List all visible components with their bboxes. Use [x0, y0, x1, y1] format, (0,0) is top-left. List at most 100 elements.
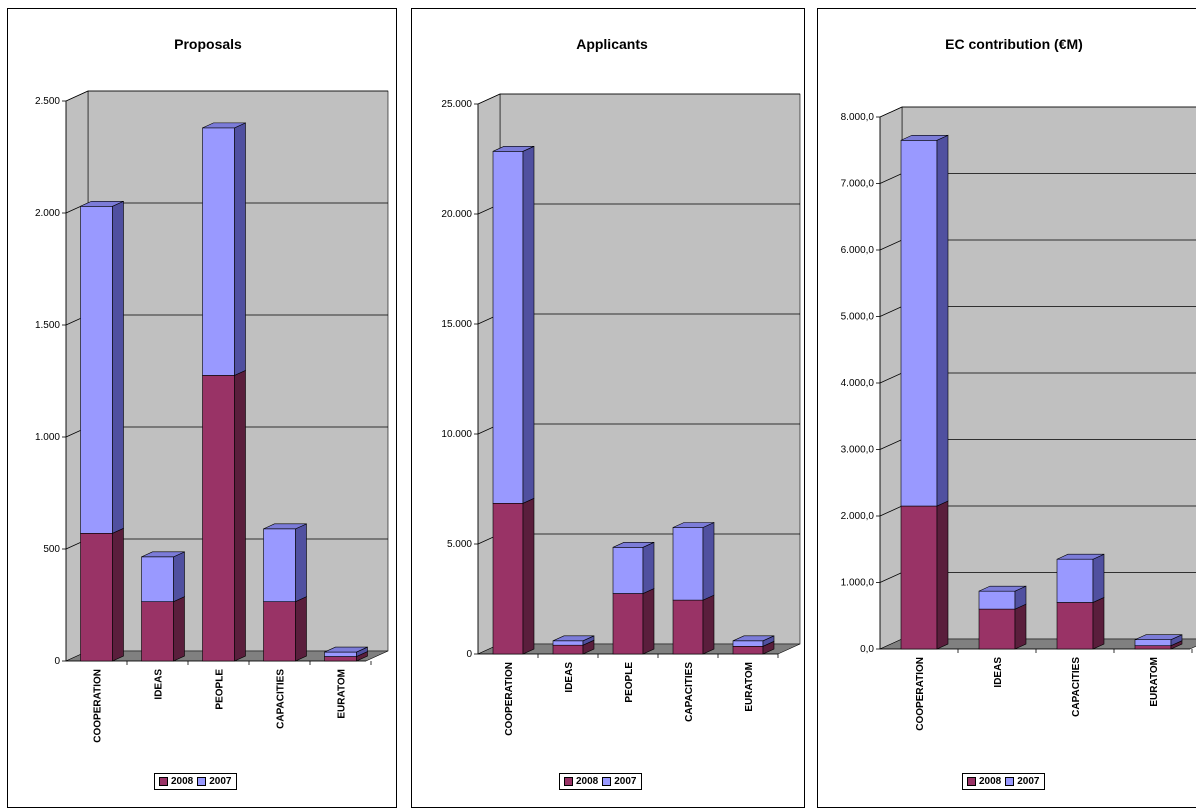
y-tick-label: 2.000,0	[841, 511, 875, 522]
bar-top	[141, 551, 185, 558]
bar-2007-side	[173, 551, 185, 603]
y-tick-label: 2.000	[35, 208, 60, 219]
chart-ec-contribution: EC contribution (€M) 0,0 1.000,0 2.000,0 3.0…	[841, 36, 1196, 731]
bar-top	[732, 635, 775, 642]
bar-2008-people	[202, 375, 235, 662]
y-tick-label: 5.000	[447, 539, 472, 550]
y-tick-label: 1.000,0	[841, 578, 875, 589]
bar-2008-capacities	[1056, 602, 1094, 650]
bar-top	[263, 523, 307, 530]
bar-2008-euratom	[1134, 645, 1172, 650]
bar-2008-side	[234, 369, 246, 662]
x-tick-label: CAPACITIES	[1071, 657, 1082, 717]
bar-2008-ideas	[552, 644, 584, 655]
gridline	[879, 106, 1196, 118]
bar-2007-euratom	[1134, 639, 1172, 646]
y-tick-label: 0	[466, 649, 472, 660]
bar-2007-cooperation	[80, 205, 113, 534]
bar-2007-cooperation	[492, 151, 524, 504]
legend: 2008 2007	[962, 773, 1045, 790]
bar-2008-side	[1014, 603, 1027, 650]
legend-swatch-2008	[967, 777, 976, 786]
bar-top	[612, 541, 655, 548]
chart-proposals: Proposals 0 500 1.000 1.500 2.000 2.500 COOPERA…	[35, 36, 389, 743]
bar-2008-people	[612, 593, 644, 655]
bar-top	[900, 134, 949, 141]
legend-label-2008: 2008	[576, 776, 599, 787]
bar-2007-side	[234, 122, 246, 376]
bar-top	[1134, 634, 1183, 640]
y-tick-label: 15.000	[441, 319, 472, 330]
bar-top	[202, 122, 246, 129]
legend-label-2007: 2007	[1017, 776, 1040, 787]
bar-2007-ideas	[552, 640, 584, 646]
y-tick-label: 25.000	[441, 99, 472, 110]
x-tick-label: PEOPLE	[624, 662, 635, 703]
bar-2008-side	[173, 596, 185, 662]
bar-top	[492, 146, 535, 152]
bar-2008-capacities	[263, 601, 296, 662]
bar-top	[324, 646, 368, 653]
bar-top	[552, 635, 595, 642]
bar-top	[672, 522, 715, 528]
legend-label-2008: 2008	[979, 776, 1002, 787]
chart-panel-ec-contribution: EC contribution (€M) 0,0 1.000,0 2.000,0 3.0…	[817, 8, 1196, 808]
bar-top	[80, 200, 124, 207]
bar-2007-euratom	[732, 640, 764, 647]
bar-2008-side	[642, 588, 655, 655]
bar-2008-ideas	[978, 608, 1016, 650]
x-tick-label: EURATOM	[1149, 657, 1160, 707]
x-tick-label: COOPERATION	[504, 662, 515, 736]
bar-2007-capacities	[1056, 558, 1094, 603]
bar-2008-euratom	[732, 645, 764, 655]
y-tick-label: 0	[54, 656, 60, 667]
legend-swatch-2008	[564, 777, 573, 786]
bar-2007-side	[295, 523, 307, 603]
bar-2007-ideas	[141, 556, 174, 602]
gridline	[65, 90, 388, 102]
bar-2008-side	[295, 596, 307, 662]
y-tick-label: 8.000,0	[841, 112, 875, 123]
x-tick-label: IDEAS	[154, 669, 165, 700]
y-tick-label: 1.000	[35, 432, 60, 443]
bar-2008-capacities	[672, 599, 704, 655]
x-tick-label: IDEAS	[993, 657, 1004, 688]
legend: 2008 2007	[154, 773, 237, 790]
bar-top	[1056, 553, 1105, 560]
bar-2008-cooperation	[80, 533, 113, 662]
y-tick-label: 10.000	[441, 429, 472, 440]
x-tick-label: EURATOM	[337, 669, 348, 719]
legend-label-2007: 2007	[614, 776, 637, 787]
bar-2008-side	[112, 527, 124, 662]
y-tick-label: 500	[43, 544, 60, 555]
y-tick-label: 4.000,0	[841, 378, 875, 389]
legend-label-2008: 2008	[171, 776, 194, 787]
chart-title: Proposals	[174, 36, 242, 52]
bar-2007-euratom	[324, 651, 357, 657]
bar-2008-cooperation	[492, 502, 524, 655]
bar-2007-side	[1092, 553, 1105, 603]
y-tick-label: 2.500	[35, 96, 60, 107]
x-tick-label: PEOPLE	[215, 669, 226, 710]
y-tick-label: 1.500	[35, 320, 60, 331]
x-tick-label: IDEAS	[564, 662, 575, 693]
bar-top	[978, 585, 1027, 592]
y-tick-label: 20.000	[441, 209, 472, 220]
bar-2008-ideas	[141, 601, 174, 662]
bar-2008-euratom	[324, 656, 357, 662]
bar-2007-people	[202, 127, 235, 376]
bar-2007-capacities	[263, 528, 296, 602]
legend-swatch-2007	[1005, 777, 1015, 786]
legend-swatch-2007	[197, 777, 207, 786]
y-tick-label: 5.000,0	[841, 312, 875, 323]
bar-2008-side	[702, 594, 715, 655]
chart-title: EC contribution (€M)	[945, 36, 1083, 52]
bar-2007-cooperation	[900, 139, 938, 507]
x-tick-label: COOPERATION	[93, 669, 104, 743]
bar-2007-side	[936, 134, 949, 507]
x-tick-label: EURATOM	[744, 662, 755, 712]
bar-2007-side	[642, 541, 655, 594]
bar-2007-side	[702, 522, 715, 601]
legend-swatch-2008	[159, 777, 168, 786]
bar-2008-side	[522, 497, 535, 655]
